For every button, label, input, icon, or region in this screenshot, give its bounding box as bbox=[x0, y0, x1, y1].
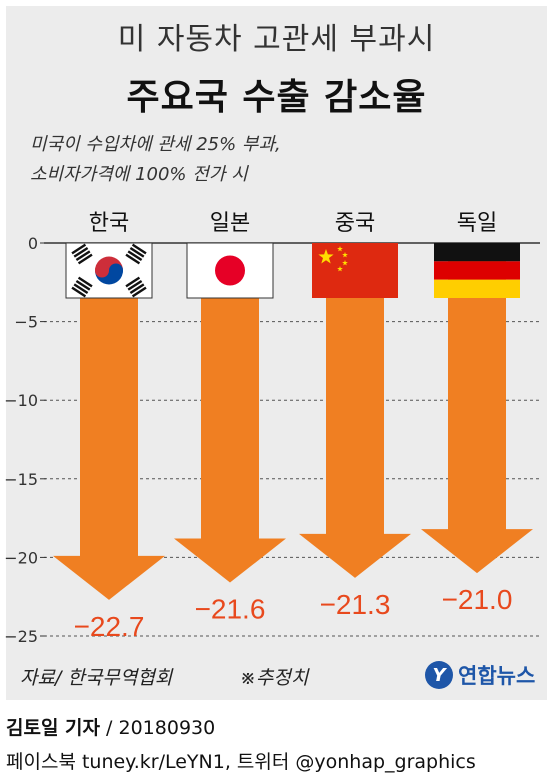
publish-date: / 20180930 bbox=[100, 717, 216, 739]
social-links: 페이스북 tuney.kr/LeYN1, 트위터 @yonhap_graphic… bbox=[6, 751, 476, 773]
y-tick-label: −5 bbox=[14, 313, 38, 332]
japan-flag-icon bbox=[186, 242, 274, 299]
germany-flag-icon bbox=[434, 243, 520, 298]
author-name: 김토일 기자 bbox=[6, 717, 101, 739]
category-label: 독일 bbox=[457, 211, 497, 236]
south-korea-flag-icon bbox=[65, 242, 153, 299]
bar-arrow bbox=[421, 243, 533, 574]
china-flag-icon bbox=[312, 243, 398, 298]
source-note: 자료/ 한국무역협회 bbox=[20, 667, 173, 689]
value-label: −21.6 bbox=[195, 594, 266, 625]
yonhap-logo: Y 연합뉴스 bbox=[425, 660, 535, 690]
chart-subtitle: 미 자동차 고관세 부과시 bbox=[117, 22, 436, 57]
y-tick-label: 0 bbox=[28, 234, 38, 253]
chart-title: 주요국 수출 감소율 bbox=[126, 77, 427, 118]
bar-arrow bbox=[53, 243, 165, 600]
y-tick-label: −20 bbox=[4, 548, 38, 567]
y-tick-label: −10 bbox=[4, 391, 38, 410]
y-tick-label: −25 bbox=[4, 627, 38, 646]
note-line-2: 소비자가격에 100% 전가 시 bbox=[30, 164, 248, 185]
y-tick-label: −15 bbox=[4, 470, 38, 489]
value-label: −21.0 bbox=[442, 584, 513, 615]
value-label: −22.7 bbox=[74, 611, 145, 642]
category-label: 중국 bbox=[335, 211, 375, 236]
value-label: −21.3 bbox=[320, 589, 391, 620]
yonhap-logo-icon: Y bbox=[425, 661, 453, 689]
category-label: 한국 bbox=[89, 211, 129, 236]
bar-arrow bbox=[174, 243, 286, 583]
bar-arrow bbox=[299, 243, 411, 578]
estimate-note: ※추정치 bbox=[240, 667, 309, 689]
note-line-1: 미국이 수입차에 관세 25% 부과, bbox=[30, 134, 281, 155]
byline: 김토일 기자 / 20180930 bbox=[6, 713, 215, 740]
category-label: 일본 bbox=[210, 211, 250, 236]
yonhap-logo-text: 연합뉴스 bbox=[458, 664, 536, 688]
